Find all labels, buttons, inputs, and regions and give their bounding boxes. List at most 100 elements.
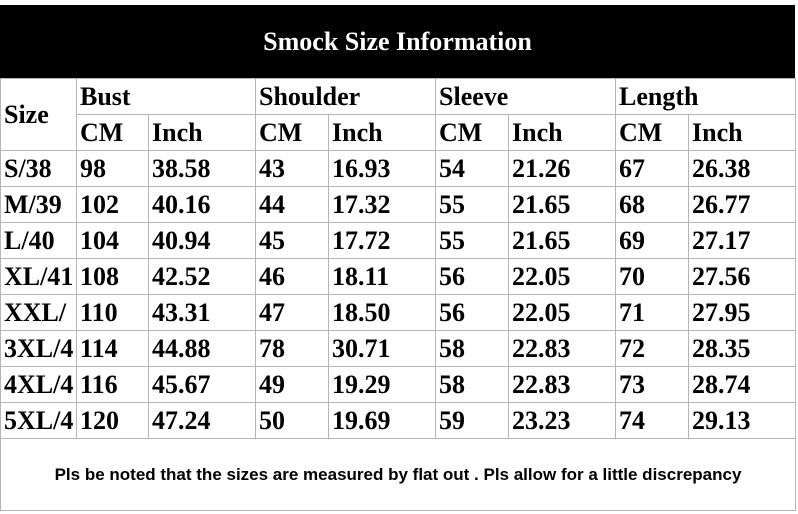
table-row: XL/41 108 42.52 46 18.11 56 22.05 70 27.56 xyxy=(0,258,797,295)
value-cell: 28.35 xyxy=(688,330,797,367)
value-cell: 22.83 xyxy=(508,330,617,367)
table-row: L/40 104 40.94 45 17.72 55 21.65 69 27.17 xyxy=(0,222,797,259)
value-cell: 40.16 xyxy=(147,186,257,223)
unit-header: Inch xyxy=(147,114,257,151)
value-cell: 44.88 xyxy=(147,330,257,367)
value-cell: 102 xyxy=(76,186,149,223)
value-cell: 104 xyxy=(76,222,149,259)
unit-header: CM xyxy=(435,114,510,151)
value-cell: 55 xyxy=(435,186,510,223)
value-cell: 22.83 xyxy=(508,366,617,403)
table-row: 5XL/4 120 47.24 50 19.69 59 23.23 74 29.13 xyxy=(0,402,797,439)
value-cell: 45 xyxy=(255,222,330,259)
value-cell: 22.05 xyxy=(508,294,617,331)
value-cell: 42.52 xyxy=(147,258,257,295)
value-cell: 59 xyxy=(435,402,510,439)
value-cell: 17.32 xyxy=(328,186,437,223)
value-cell: 26.38 xyxy=(688,150,797,187)
value-cell: 21.65 xyxy=(508,186,617,223)
size-cell: M/39 xyxy=(0,186,77,223)
table-row: CM Inch CM Inch CM Inch CM Inch xyxy=(1,114,797,151)
size-cell: XXL/ xyxy=(0,294,77,331)
table-row: S/38 98 38.58 43 16.93 54 21.26 67 26.38 xyxy=(0,150,797,187)
value-cell: 116 xyxy=(76,366,149,403)
size-table: Size Bust Shoulder Sleeve Length CM Inch CM Inch… xyxy=(0,78,797,511)
value-cell: 30.71 xyxy=(328,330,437,367)
group-header: Shoulder xyxy=(255,78,437,115)
table-row: Size Bust Shoulder Sleeve Length xyxy=(0,78,797,151)
value-cell: 73 xyxy=(615,366,690,403)
value-cell: 22.05 xyxy=(508,258,617,295)
value-cell: 72 xyxy=(615,330,690,367)
value-cell: 50 xyxy=(255,402,330,439)
value-cell: 120 xyxy=(76,402,149,439)
table-row: 4XL/4 116 45.67 49 19.29 58 22.83 73 28.74 xyxy=(0,366,797,403)
value-cell: 21.26 xyxy=(508,150,617,187)
unit-header: Inch xyxy=(328,114,437,151)
value-cell: 17.72 xyxy=(328,222,437,259)
value-cell: 43.31 xyxy=(147,294,257,331)
value-cell: 58 xyxy=(435,366,510,403)
note: Pls be noted that the sizes are measured… xyxy=(0,438,797,511)
size-header: Size xyxy=(0,78,77,151)
value-cell: 45.67 xyxy=(147,366,257,403)
value-cell: 108 xyxy=(76,258,149,295)
value-cell: 38.58 xyxy=(147,150,257,187)
value-cell: 18.11 xyxy=(328,258,437,295)
size-cell: 3XL/4 xyxy=(0,330,77,367)
table-row: 3XL/4 114 44.88 78 30.71 58 22.83 72 28.35 xyxy=(0,330,797,367)
value-cell: 21.65 xyxy=(508,222,617,259)
value-cell: 114 xyxy=(76,330,149,367)
value-cell: 44 xyxy=(255,186,330,223)
size-cell: XL/41 xyxy=(0,258,77,295)
value-cell: 47.24 xyxy=(147,402,257,439)
value-cell: 110 xyxy=(76,294,149,331)
value-cell: 19.29 xyxy=(328,366,437,403)
value-cell: 26.77 xyxy=(688,186,797,223)
table-row: XXL/110 43.31 47 18.50 56 22.05 71 27.95 xyxy=(0,294,797,331)
value-cell: 28.74 xyxy=(688,366,797,403)
group-header: Length xyxy=(615,78,797,115)
value-cell: 78 xyxy=(255,330,330,367)
value-cell: 19.69 xyxy=(328,402,437,439)
value-cell: 71 xyxy=(615,294,690,331)
table-row: Pls be noted that the sizes are measured… xyxy=(0,438,797,511)
value-cell: 98 xyxy=(76,150,149,187)
value-cell: 27.95 xyxy=(688,294,797,331)
value-cell: 27.56 xyxy=(688,258,797,295)
value-cell: 43 xyxy=(255,150,330,187)
size-cell: L/40 xyxy=(0,222,77,259)
value-cell: 18.50 xyxy=(328,294,437,331)
value-cell: 56 xyxy=(435,294,510,331)
group-header: Sleeve xyxy=(435,78,617,115)
value-cell: 46 xyxy=(255,258,330,295)
unit-header: CM xyxy=(255,114,330,151)
unit-header: CM xyxy=(615,114,690,151)
value-cell: 55 xyxy=(435,222,510,259)
value-cell: 40.94 xyxy=(147,222,257,259)
size-cell: 5XL/4 xyxy=(0,402,77,439)
size-cell: S/38 xyxy=(0,150,77,187)
title: Smock Size Information xyxy=(0,5,795,78)
value-cell: 69 xyxy=(615,222,690,259)
value-cell: 16.93 xyxy=(328,150,437,187)
value-cell: 58 xyxy=(435,330,510,367)
value-cell: 23.23 xyxy=(508,402,617,439)
value-cell: 29.13 xyxy=(688,402,797,439)
unit-header: Inch xyxy=(688,114,797,151)
value-cell: 67 xyxy=(615,150,690,187)
unit-header: Inch xyxy=(508,114,617,151)
value-cell: 70 xyxy=(615,258,690,295)
value-cell: 68 xyxy=(615,186,690,223)
value-cell: 54 xyxy=(435,150,510,187)
value-cell: 74 xyxy=(615,402,690,439)
value-cell: 27.17 xyxy=(688,222,797,259)
value-cell: 56 xyxy=(435,258,510,295)
unit-header: CM xyxy=(76,114,149,151)
value-cell: 49 xyxy=(255,366,330,403)
group-header: Bust xyxy=(75,78,257,115)
table-row: M/39 102 40.16 44 17.32 55 21.65 68 26.77 xyxy=(0,186,797,223)
value-cell: 47 xyxy=(255,294,330,331)
size-cell: 4XL/4 xyxy=(0,366,77,403)
